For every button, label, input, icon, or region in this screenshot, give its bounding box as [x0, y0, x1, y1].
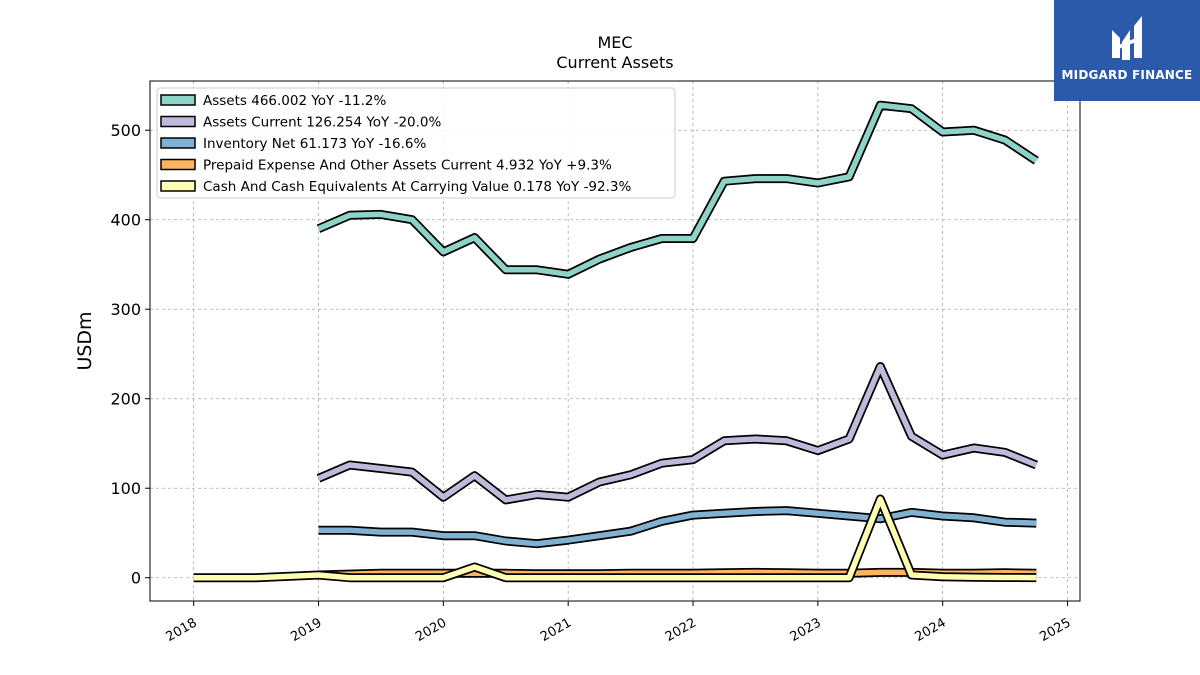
x-tick-label: 2025: [1037, 615, 1073, 645]
x-tick-label: 2024: [913, 615, 949, 645]
x-tick-label: 2018: [164, 615, 200, 645]
series-line: [317, 363, 1038, 503]
legend-box: [156, 87, 676, 199]
legend-swatch: [160, 158, 196, 171]
y-tick-label: 500: [110, 121, 141, 140]
legend: Assets 466.002 YoY -11.2% Assets Current …: [156, 87, 676, 199]
y-tick-label: 100: [110, 479, 141, 498]
chart-title: MEC: [597, 33, 632, 52]
y-axis-label: USDm: [74, 311, 96, 370]
legend-entry: Assets 466.002 YoY -11.2%: [203, 93, 387, 109]
axes: 0 100 200 300 400 500 2018 2019 2020 2021 2022 2023…: [110, 121, 1073, 645]
legend-swatch: [160, 137, 196, 149]
x-tick-label: 2020: [413, 615, 449, 645]
y-tick-label: 400: [110, 211, 141, 230]
y-tick-label: 200: [110, 390, 141, 409]
x-tick-label: 2023: [788, 615, 824, 645]
legend-swatch: [160, 94, 196, 106]
series-line: [318, 507, 1037, 547]
logo-text: MIDGARD FINANCE: [1061, 68, 1193, 82]
legend-entry: Cash And Cash Equivalents At Carrying Va…: [203, 179, 631, 195]
series-line: [193, 496, 1037, 581]
x-tick-label: 2022: [663, 615, 699, 645]
logo-mark-icon: [1112, 16, 1142, 60]
legend-swatch: [160, 115, 196, 128]
x-tick-label: 2021: [538, 615, 574, 645]
legend-entry: Assets Current 126.254 YoY -20.0%: [203, 115, 442, 131]
series-assets-current: [316, 362, 1038, 505]
plot-frame: [149, 80, 1081, 602]
legend-swatch: [160, 180, 196, 192]
y-tick-label: 300: [110, 300, 141, 319]
y-tick-label: 0: [131, 569, 141, 588]
legend-entry: Inventory Net 61.173 YoY -16.6%: [203, 136, 426, 152]
legend-entry: Prepaid Expense And Other Assets Current…: [203, 158, 612, 174]
x-tick-label: 2019: [288, 615, 324, 645]
brand-logo: MIDGARD FINANCE: [1054, 0, 1200, 101]
chart-subtitle: Current Assets: [556, 53, 673, 72]
series-layer: [193, 100, 1039, 583]
series-cash-and-cash-equivalents-at-carrying-value: [193, 494, 1037, 583]
series-assets: [316, 100, 1039, 279]
series-line: [317, 102, 1038, 278]
series-inventory-net: [318, 506, 1037, 549]
